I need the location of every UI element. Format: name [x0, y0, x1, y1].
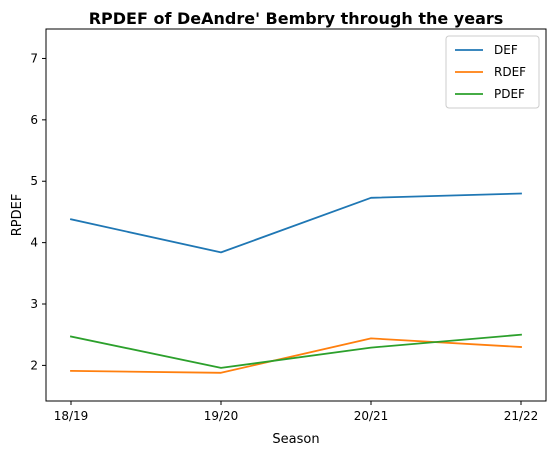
x-tick-label: 20/21	[354, 409, 389, 423]
x-tick-label: 18/19	[54, 409, 89, 423]
y-tick-label: 5	[30, 174, 38, 188]
x-tick-label: 19/20	[204, 409, 239, 423]
y-tick-label: 3	[30, 297, 38, 311]
series-line-rdef	[70, 337, 522, 374]
chart-title: RPDEF of DeAndre' Bembry through the yea…	[89, 9, 504, 28]
x-axis-label: Season	[272, 432, 319, 447]
x-axis-ticks: 18/19 19/20 20/21 21/22	[54, 401, 539, 423]
y-tick-label: 4	[30, 236, 38, 250]
y-axis-ticks: 2 3 4 5 6 7	[30, 51, 46, 372]
plot-frame	[45, 28, 547, 402]
y-tick-label: 6	[30, 113, 38, 127]
series-line-pdef	[69, 333, 522, 369]
legend-label-pdef: PDEF	[494, 87, 525, 101]
y-tick-label: 2	[30, 358, 38, 372]
legend-label-rdef: RDEF	[494, 65, 526, 79]
legend-box	[445, 35, 540, 109]
y-tick-label: 7	[30, 51, 38, 65]
legend: DEF RDEF PDEF	[445, 35, 540, 109]
legend-label-def: DEF	[494, 43, 518, 57]
series-line-def	[69, 192, 522, 254]
x-tick-label: 21/22	[504, 409, 539, 423]
y-axis-label: RPDEF	[10, 194, 25, 237]
series-layer	[69, 192, 522, 374]
plot-area	[45, 28, 547, 402]
